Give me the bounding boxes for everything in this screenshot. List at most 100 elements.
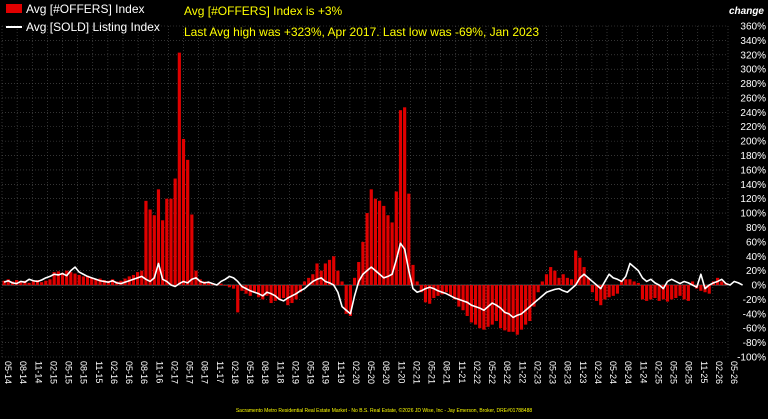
y-tick-label: -20% [743, 295, 766, 306]
offers-bar [98, 278, 102, 286]
offers-bar [290, 285, 294, 304]
offers-bar [507, 285, 511, 332]
offers-bar [294, 285, 298, 300]
y-tick-label: 100% [740, 209, 766, 220]
offers-bar [473, 285, 478, 325]
x-tick-label: 11-19 [336, 361, 346, 383]
x-tick-label: 08-21 [442, 361, 452, 384]
offers-bar [352, 277, 357, 286]
legend-label-offers: Avg [#OFFERS] Index [26, 2, 145, 16]
x-tick-label: 05-25 [669, 361, 679, 384]
offers-bar [565, 277, 569, 286]
x-tick-label: 05-20 [366, 361, 376, 384]
offers-bar [227, 285, 231, 288]
x-tick-label: 02-18 [230, 361, 240, 384]
offers-bar [161, 220, 165, 286]
offers-bar [540, 281, 544, 286]
offers-bar [674, 285, 678, 298]
offers-bar [307, 277, 311, 286]
offers-bar [219, 283, 223, 286]
offers-bar [465, 285, 469, 316]
offers-bar [519, 285, 524, 330]
offers-bar [152, 215, 156, 286]
offers-bar [640, 285, 645, 300]
x-tick-label: 05-19 [306, 361, 316, 384]
x-tick-label: 11-15 [94, 361, 104, 383]
offers-bar [707, 285, 711, 294]
sold-line-path [3, 242, 743, 319]
offers-bar [323, 263, 327, 286]
offers-bar [390, 222, 394, 286]
offers-bar [169, 198, 173, 286]
offers-bar [632, 281, 636, 286]
x-tick-label: 08-22 [502, 361, 512, 384]
annotation-current: Avg [#OFFERS] Index is +3% [184, 4, 343, 18]
x-tick-label: 05-22 [487, 361, 497, 384]
footer-credit: Sacramento Metro Residential Real Estate… [236, 407, 533, 414]
x-tick-label: 05-14 [3, 361, 13, 384]
offers-bar [594, 285, 599, 301]
offers-bar [482, 285, 486, 330]
offers-bar [532, 285, 536, 307]
offers-bar [365, 213, 369, 286]
offers-bar [699, 285, 703, 291]
x-tick-label: 08-15 [79, 361, 89, 384]
offers-bar [257, 285, 261, 298]
x-tick-label: 08-17 [200, 361, 210, 384]
offers-bar [607, 285, 611, 298]
x-tick-label: 02-19 [290, 361, 300, 384]
sold-line [3, 242, 743, 319]
offers-bar [586, 277, 590, 286]
offers-bar [686, 285, 690, 301]
offers-bar [56, 271, 60, 286]
offers-bar [690, 281, 695, 286]
y-tick-label: -60% [743, 324, 766, 335]
legend-label-sold: Avg [SOLD] Listing Index [26, 20, 160, 34]
y-tick-label: 280% [740, 79, 766, 90]
offers-bar [31, 281, 35, 286]
y-axis-title: change [729, 6, 764, 17]
offers-bar [52, 272, 56, 286]
x-ticks: 05-14 08-14 11-14 02-15 05-15 08-15 11-15 02-16… [3, 361, 739, 384]
offers-bar [298, 285, 302, 293]
offers-bar [77, 274, 81, 286]
offers-bar [407, 193, 411, 286]
offers-bar [649, 285, 653, 300]
offers-bar [2, 280, 6, 286]
x-tick-label: 02-21 [411, 361, 421, 384]
offers-bar [102, 280, 106, 286]
offers-bar [448, 285, 453, 296]
offers-bar [670, 285, 674, 300]
offers-bar [327, 259, 332, 286]
offers-bar [156, 189, 161, 286]
offers-bar [223, 285, 227, 286]
x-tick-label: 08-24 [623, 361, 633, 384]
offers-bar [48, 279, 52, 286]
offers-bar [140, 270, 144, 286]
offers-bar [181, 138, 186, 286]
offers-bar [561, 274, 565, 286]
offers-bar [110, 279, 115, 286]
offers-bar [344, 285, 348, 314]
offers-bar [398, 110, 403, 286]
y-tick-label: 80% [746, 223, 766, 234]
offers-bar [165, 198, 169, 286]
legend-swatch-offers [6, 4, 22, 13]
offers-bar [186, 159, 190, 286]
x-tick-label: 11-16 [154, 361, 164, 383]
x-tick-label: 05-15 [64, 361, 74, 384]
offers-bar [624, 279, 628, 286]
offers-bar [590, 285, 594, 293]
y-tick-label: -80% [743, 338, 766, 349]
offers-bar [653, 285, 657, 298]
offers-bar [357, 262, 361, 286]
offers-bar [528, 285, 532, 322]
offers-bar [273, 285, 277, 301]
offers-bar [524, 285, 528, 325]
y-tick-label: 20% [746, 266, 766, 277]
offers-bar [386, 215, 390, 286]
offers-bars [2, 52, 728, 335]
x-tick-label: 02-25 [653, 361, 663, 384]
offers-bar [478, 285, 482, 329]
